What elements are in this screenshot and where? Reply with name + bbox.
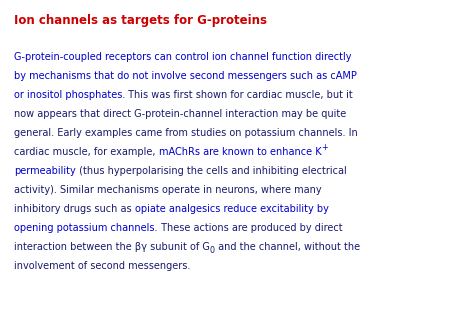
Text: opening potassium channels.: opening potassium channels. — [14, 223, 157, 233]
Text: involvement of second messengers.: involvement of second messengers. — [14, 261, 190, 271]
Text: inhibitory drugs such as: inhibitory drugs such as — [14, 204, 135, 214]
Text: (thus hyperpolarising the cells and inhibiting electrical: (thus hyperpolarising the cells and inhi… — [76, 166, 346, 176]
Text: by mechanisms that do not involve second messengers such as cAMP: by mechanisms that do not involve second… — [14, 71, 357, 81]
Text: or inositol phosphates.: or inositol phosphates. — [14, 90, 126, 100]
Text: opiate analgesics reduce excitability by: opiate analgesics reduce excitability by — [135, 204, 328, 214]
Text: G-protein-coupled receptors can control ion channel function directly: G-protein-coupled receptors can control … — [14, 52, 351, 62]
Text: This was first shown for cardiac muscle, but it: This was first shown for cardiac muscle,… — [126, 90, 353, 100]
Text: cardiac muscle, for example,: cardiac muscle, for example, — [14, 147, 158, 157]
Text: and the channel, without the: and the channel, without the — [215, 242, 360, 252]
Text: These actions are produced by direct: These actions are produced by direct — [158, 223, 342, 233]
Text: now appears that direct G-protein-channel interaction may be quite: now appears that direct G-protein-channe… — [14, 109, 346, 119]
Text: permeability: permeability — [14, 166, 76, 176]
Text: interaction between the βγ subunit of G: interaction between the βγ subunit of G — [14, 242, 210, 252]
Text: mAChRs are known to enhance K: mAChRs are known to enhance K — [158, 147, 321, 157]
Text: Ion channels as targets for G-proteins: Ion channels as targets for G-proteins — [14, 14, 267, 27]
Text: general. Early examples came from studies on potassium channels. In: general. Early examples came from studie… — [14, 128, 358, 138]
Text: 0: 0 — [210, 246, 215, 255]
Text: +: + — [321, 143, 328, 152]
Text: activity). Similar mechanisms operate in neurons, where many: activity). Similar mechanisms operate in… — [14, 185, 322, 195]
